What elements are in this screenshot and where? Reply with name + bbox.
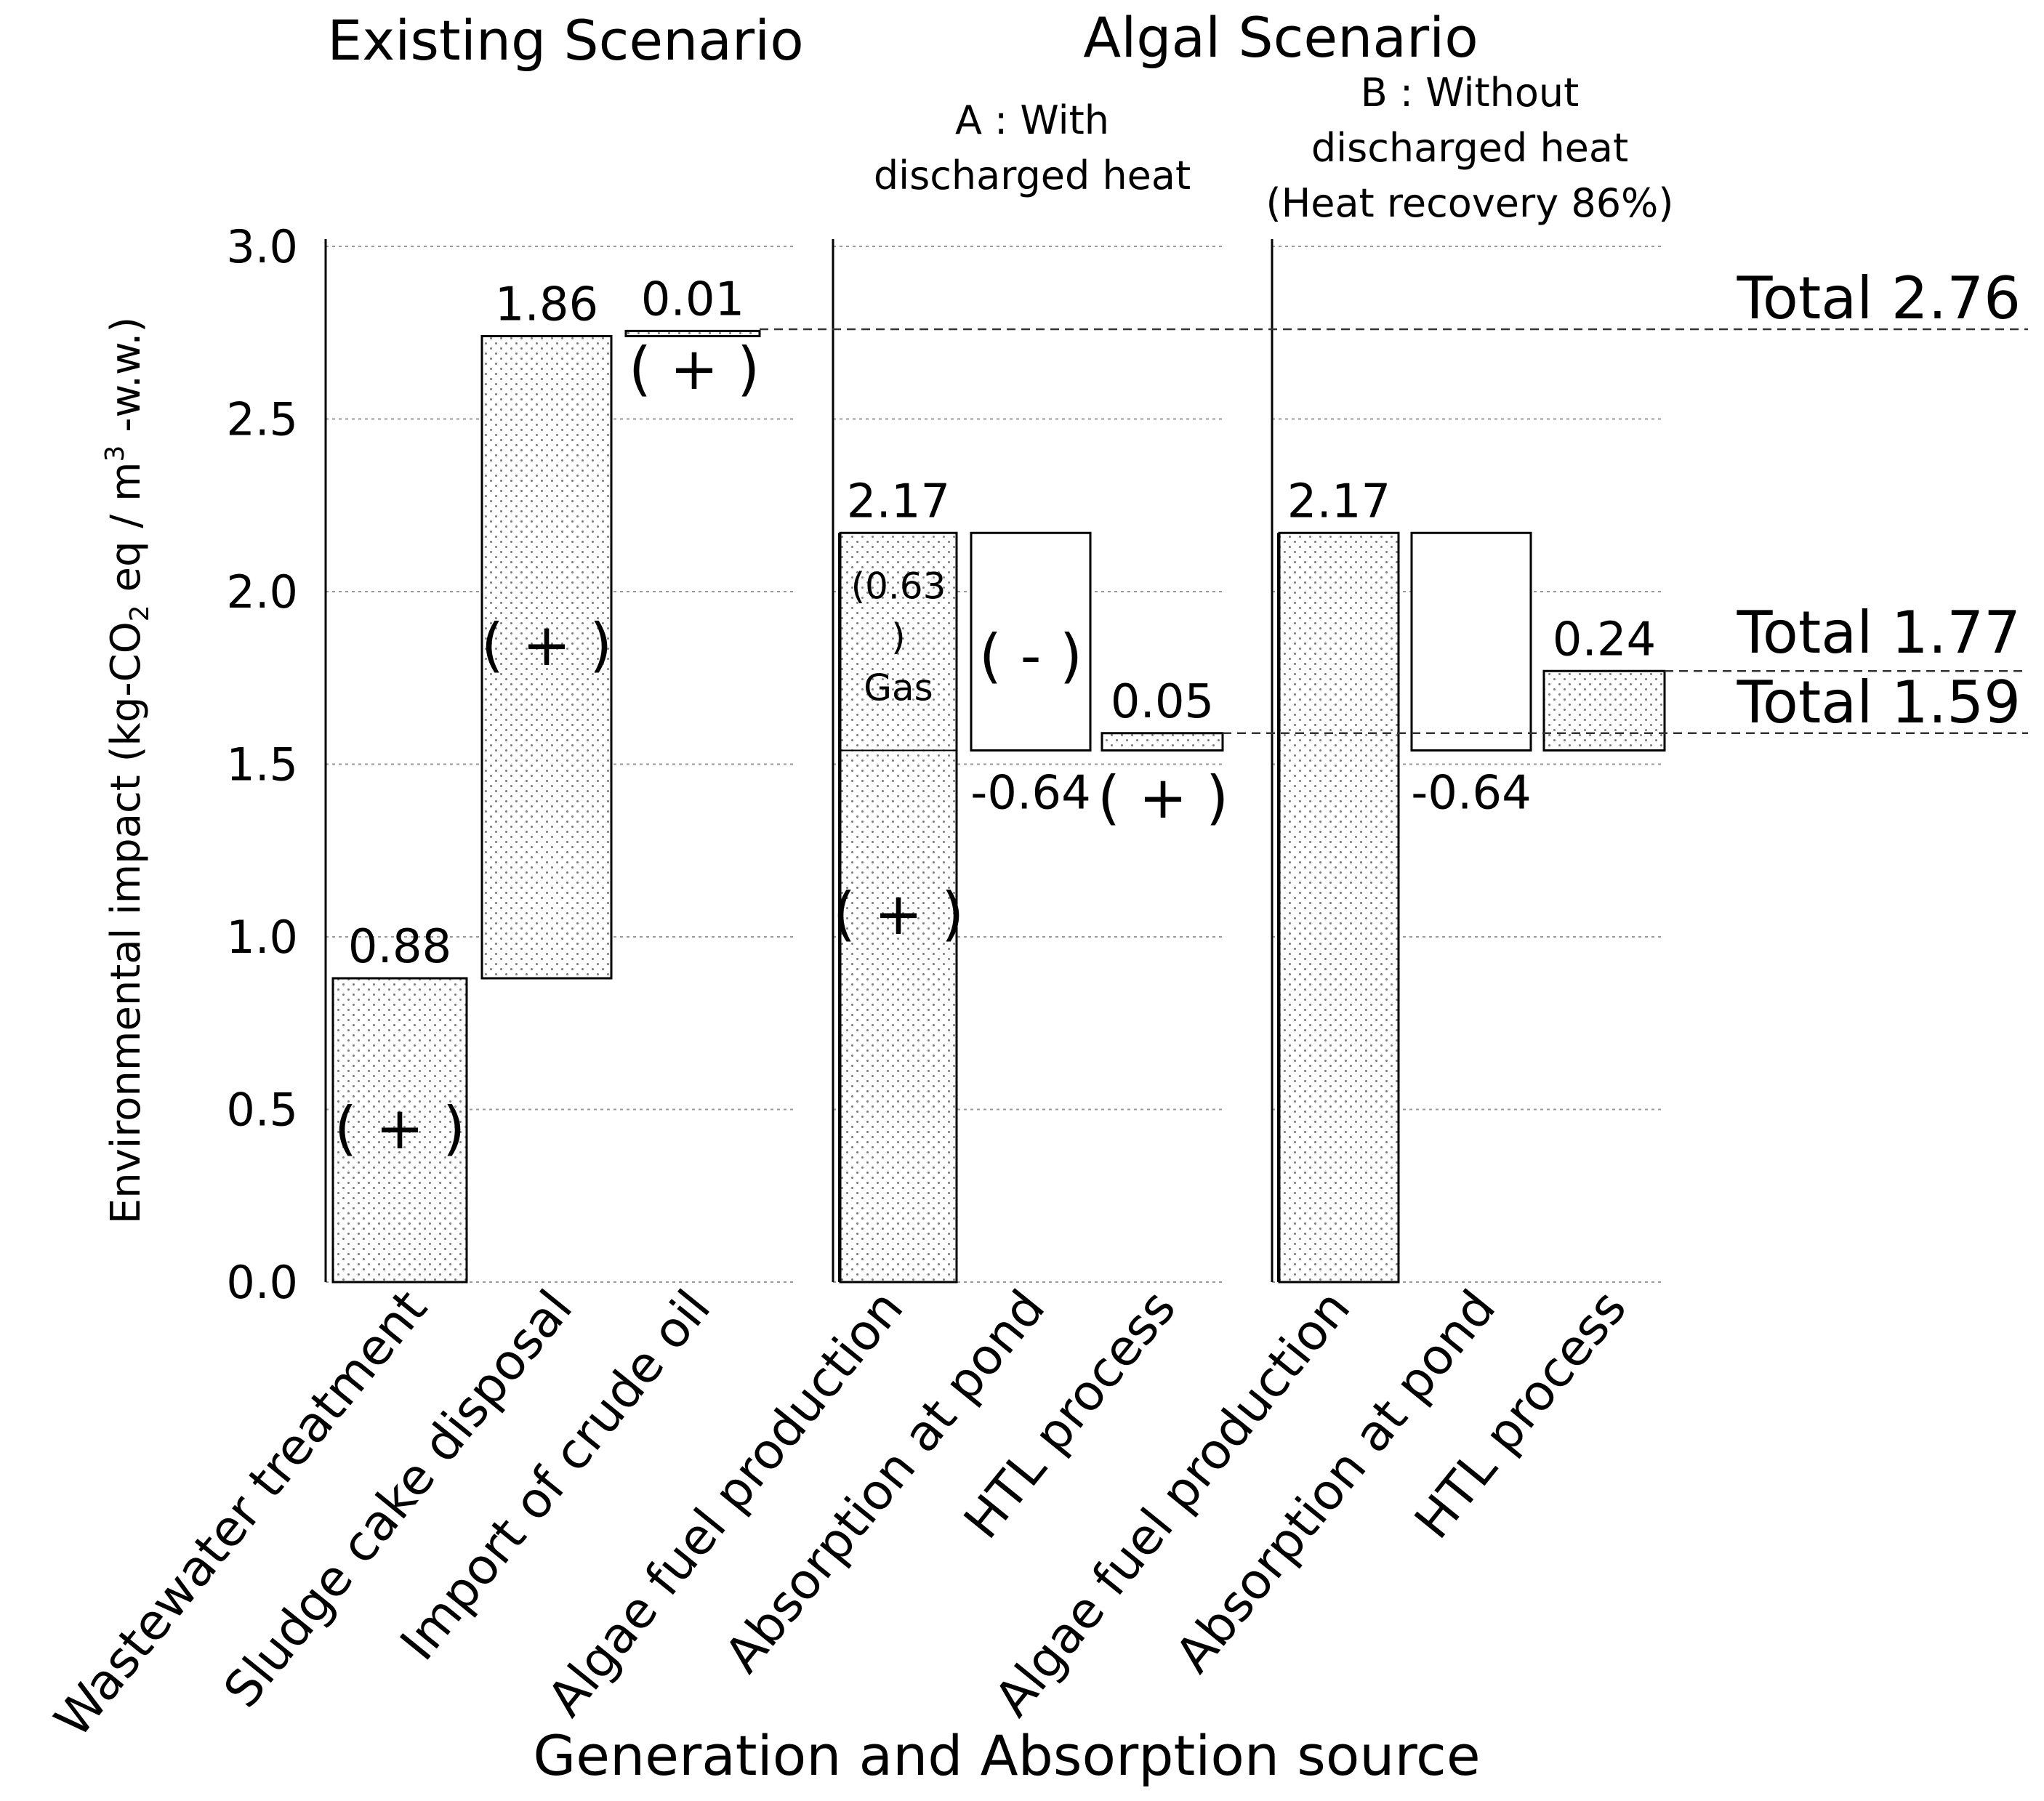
- y-axis-ticks: 0.0 0.5 1.0 1.5 2.0 2.5 3.0: [226, 220, 298, 1309]
- bars: [331, 329, 1666, 1284]
- value-label: 0.05: [1111, 675, 1215, 729]
- y-tick-label: 1.5: [226, 738, 298, 791]
- y-axis-title-mid: eq / m: [102, 462, 150, 605]
- value-label: 1.86: [495, 278, 599, 332]
- group-subtitle: discharged heat: [1311, 125, 1628, 171]
- segment-label: Gas: [864, 666, 933, 709]
- value-label: 0.01: [641, 273, 745, 326]
- bar: [839, 531, 958, 1284]
- axis-lines: [324, 239, 1279, 1282]
- y-axis-title: Environmental impact (kg-CO2 eq / m3 -w.…: [100, 317, 155, 1224]
- value-label: -0.64: [970, 767, 1091, 821]
- y-axis-title-main: Environmental impact (kg-CO: [102, 621, 150, 1224]
- group-subtitle: (Heat recovery 86%): [1266, 180, 1674, 226]
- group-subtitle: B : Without: [1361, 70, 1580, 116]
- total-label: Total 2.76: [1737, 265, 2021, 332]
- y-tick-label: 2.0: [226, 565, 298, 619]
- x-axis-title: Generation and Absorption source: [533, 1723, 1480, 1788]
- bar: [1542, 669, 1666, 752]
- total-label: Total 1.59: [1737, 669, 2021, 736]
- sign-label: ( + ): [629, 335, 760, 403]
- bar: [624, 329, 761, 337]
- group-title: Algal Scenario: [1083, 5, 1478, 70]
- labels: Existing Scenario Algal Scenario A : With d…: [44, 5, 2021, 1748]
- y-tick-label: 0.0: [226, 1256, 298, 1309]
- total-label: Total 1.77: [1737, 599, 2021, 666]
- y-tick-label: 1.0: [226, 911, 298, 964]
- y-tick-label: 3.0: [226, 220, 298, 273]
- bar: [970, 531, 1092, 752]
- group-subtitle: discharged heat: [874, 153, 1191, 198]
- bar: [1278, 531, 1400, 1284]
- sign-label: ( + ): [1098, 764, 1228, 831]
- group-subtitle: A : With: [955, 97, 1109, 143]
- bar: [1101, 732, 1224, 752]
- value-label: 0.24: [1553, 613, 1657, 666]
- sign-label: ( + ): [833, 880, 964, 948]
- sign-label: ( + ): [481, 611, 612, 679]
- bar: [480, 335, 613, 980]
- sign-label: ( + ): [334, 1095, 465, 1162]
- segment-label: (0.63: [851, 565, 946, 607]
- sign-label: ( - ): [979, 622, 1082, 690]
- y-tick-label: 2.5: [226, 393, 298, 446]
- y-axis-title-sup: 3: [100, 446, 130, 462]
- segment-label: ): [891, 616, 906, 658]
- total-lines: [760, 328, 2028, 734]
- value-label: 2.17: [1287, 475, 1391, 528]
- bar: [1410, 531, 1532, 752]
- y-axis-title-end: -w.w.): [102, 317, 150, 446]
- y-tick-label: 0.5: [226, 1084, 298, 1137]
- value-label: 0.88: [348, 920, 452, 974]
- value-label: 2.17: [847, 475, 951, 528]
- bar: [331, 977, 468, 1284]
- value-label: -0.64: [1411, 767, 1532, 821]
- y-axis-title-sub: 2: [125, 605, 155, 621]
- group-title: Existing Scenario: [327, 8, 804, 73]
